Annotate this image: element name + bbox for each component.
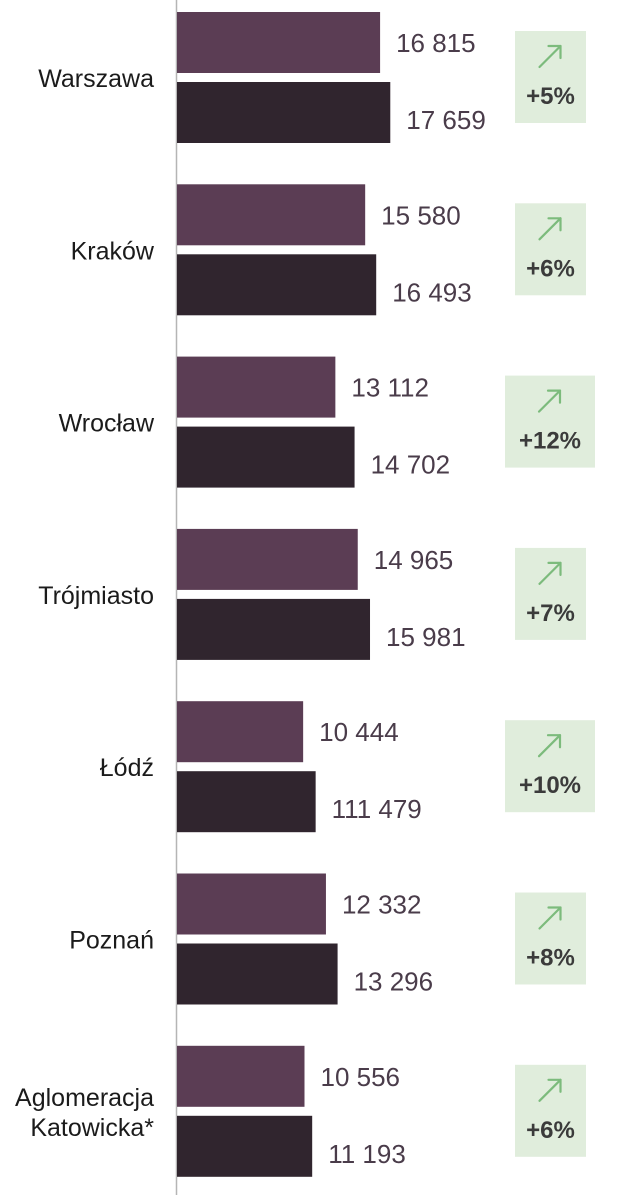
arrow-up-right-icon — [538, 561, 562, 585]
arrow-up-right-icon — [537, 734, 562, 758]
data-label: 111 479 — [332, 794, 422, 824]
category-group: Trójmiasto 14 965 15 981 +7% — [38, 528, 586, 660]
change-percent: +5% — [526, 83, 575, 110]
change-badge: +12% — [505, 375, 595, 468]
data-label: 14 702 — [371, 450, 451, 480]
data-label: 16 815 — [396, 28, 476, 58]
data-label: 12 332 — [342, 890, 422, 920]
category-label: Aglomeracja — [15, 1084, 154, 1112]
bar-series-2 — [177, 426, 355, 488]
change-percent: +12% — [519, 428, 581, 455]
change-badge: +10% — [505, 720, 595, 813]
change-badge: +5% — [515, 31, 586, 123]
bar-series-1 — [177, 528, 358, 590]
arrow-up-right-icon — [538, 44, 562, 69]
bar-series-1 — [177, 356, 336, 418]
category-group: Poznań 12 332 13 296 +8% — [69, 873, 586, 1005]
category-group: Kraków 15 580 16 493 +6% — [71, 184, 586, 316]
bar-series-2 — [177, 254, 377, 316]
bar-series-2 — [177, 598, 371, 660]
category-label: Wrocław — [59, 410, 155, 438]
category-group: Wrocław 13 112 14 702 +12% — [59, 356, 595, 488]
change-badge: +6% — [515, 1064, 586, 1157]
change-percent: +8% — [526, 945, 575, 972]
bar-series-1 — [177, 1045, 305, 1107]
data-label: 13 112 — [351, 373, 429, 403]
category-group: Łódź 10 444 111 479 +10% — [100, 701, 595, 833]
data-label: 13 296 — [354, 967, 434, 997]
bar-series-1 — [177, 873, 326, 935]
data-label: 11 193 — [328, 1139, 406, 1169]
arrow-up-right-icon — [538, 906, 562, 930]
change-percent: +6% — [526, 1117, 575, 1144]
arrow-up-right-icon — [538, 1078, 562, 1102]
category-label: Warszawa — [38, 65, 154, 93]
change-badge: +8% — [515, 892, 586, 985]
category-label: Łódź — [100, 754, 154, 782]
data-label: 15 580 — [381, 200, 461, 230]
change-percent: +6% — [526, 255, 575, 282]
arrow-up-right-icon — [538, 217, 562, 241]
data-label: 17 659 — [406, 105, 486, 135]
category-label: Katowicka* — [30, 1114, 154, 1142]
change-badge: +7% — [515, 547, 586, 640]
bar-series-1 — [177, 12, 381, 73]
change-percent: +7% — [526, 600, 575, 627]
category-group: Warszawa 16 815 17 659 +5% — [38, 12, 586, 143]
bar-series-2 — [177, 82, 391, 143]
bar-series-2 — [177, 943, 338, 1005]
data-label: 10 556 — [320, 1062, 400, 1092]
change-badge: +6% — [515, 203, 586, 296]
bar-series-2 — [177, 1115, 313, 1177]
data-label: 10 444 — [319, 717, 399, 747]
data-label: 16 493 — [392, 277, 472, 307]
data-label: 15 981 — [386, 622, 466, 652]
bar-series-1 — [177, 701, 304, 763]
arrow-up-right-icon — [537, 389, 562, 413]
bar-series-1 — [177, 184, 366, 246]
category-label: Trójmiasto — [38, 582, 154, 610]
category-label: Poznań — [69, 927, 154, 955]
category-label: Kraków — [71, 237, 155, 265]
change-percent: +10% — [519, 772, 581, 799]
bar-series-2 — [177, 771, 316, 833]
data-label: 14 965 — [374, 545, 454, 575]
